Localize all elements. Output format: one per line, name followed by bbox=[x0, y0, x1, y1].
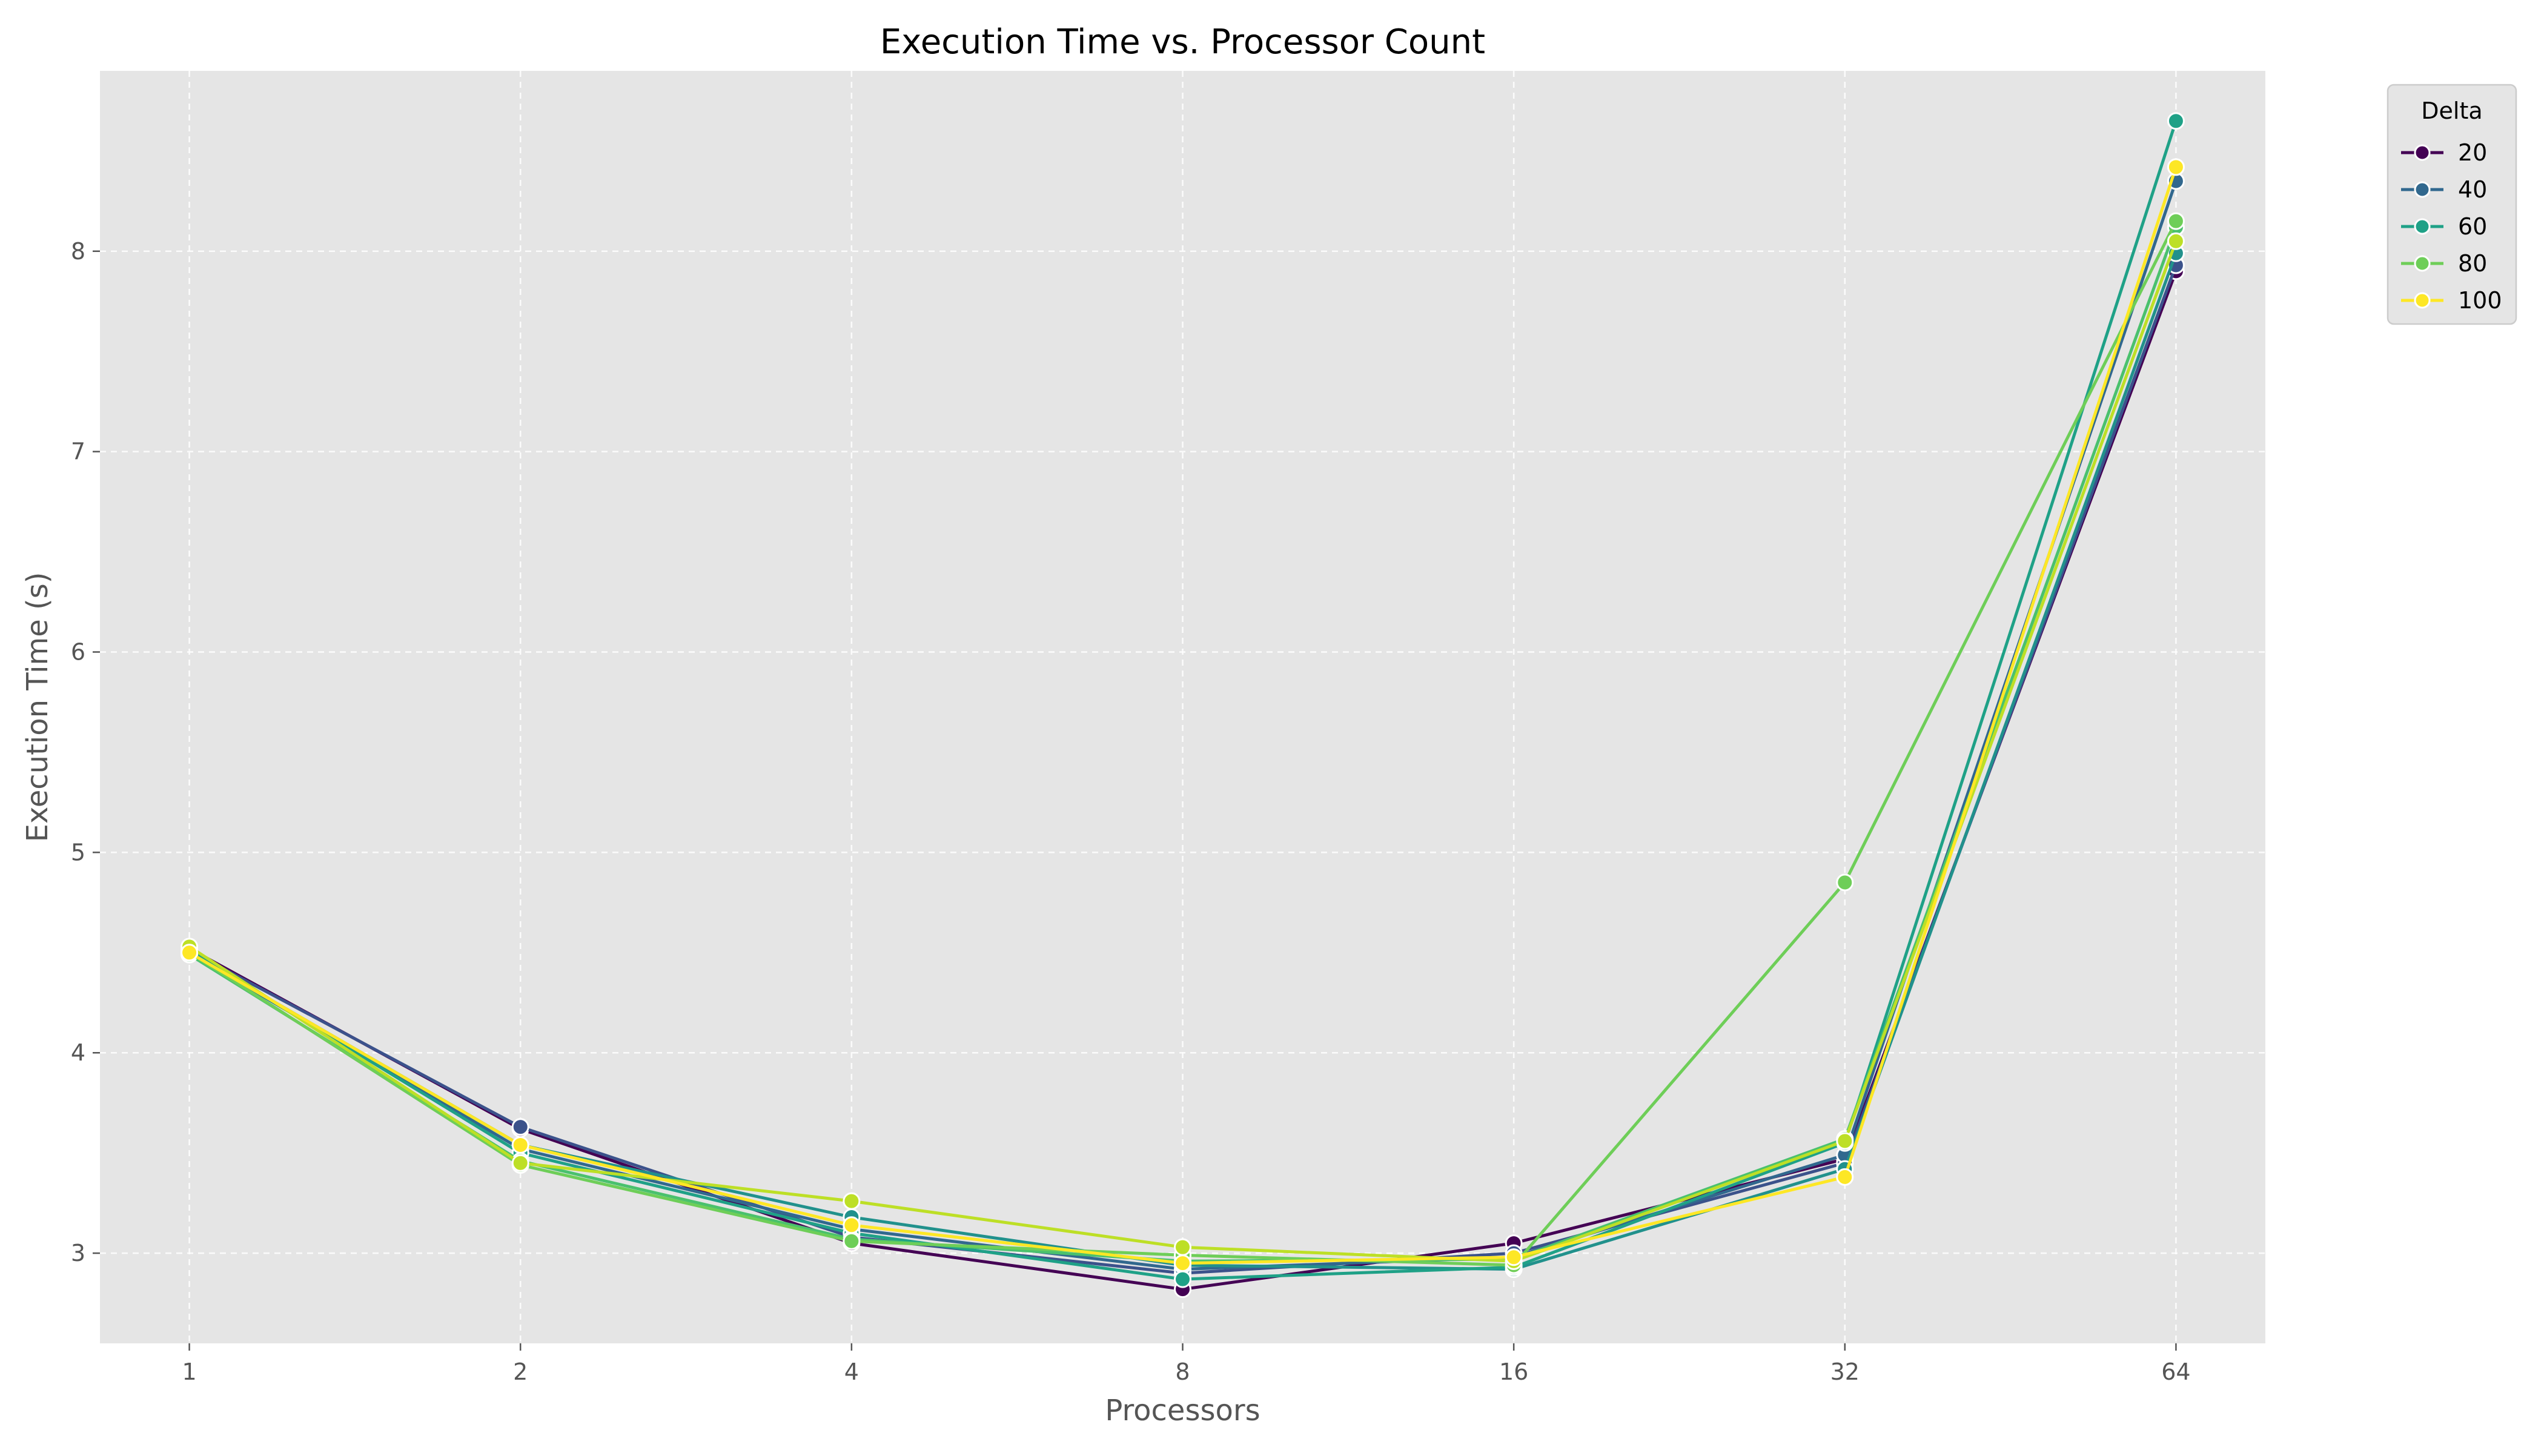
data-point bbox=[1174, 1254, 1191, 1272]
x-tick-label: 8 bbox=[1175, 1358, 1190, 1385]
series-layer bbox=[181, 112, 2185, 1299]
x-tick-label: 4 bbox=[844, 1358, 859, 1385]
legend: Delta 20 40 60 80 100 bbox=[2387, 84, 2517, 325]
x-tick-label: 1 bbox=[182, 1358, 196, 1385]
data-point bbox=[843, 1216, 861, 1234]
y-tick-label: 7 bbox=[71, 438, 85, 465]
data-point bbox=[2167, 232, 2185, 250]
y-axis-label: Execution Time (s) bbox=[21, 572, 55, 842]
data-point bbox=[843, 1232, 861, 1250]
data-point bbox=[2167, 158, 2185, 176]
x-axis-label: Processors bbox=[1105, 1394, 1260, 1428]
data-point bbox=[1836, 873, 1854, 892]
y-tick-label: 8 bbox=[71, 238, 85, 265]
legend-swatch-marker bbox=[2414, 181, 2431, 198]
y-tick-label: 5 bbox=[71, 839, 85, 865]
grid-lines bbox=[100, 71, 2265, 1343]
data-point bbox=[2167, 212, 2185, 230]
x-tick-label: 64 bbox=[2161, 1358, 2190, 1385]
series-100 bbox=[181, 158, 2185, 1272]
x-tick-label: 2 bbox=[513, 1358, 528, 1385]
data-point bbox=[1836, 1132, 1854, 1150]
data-point bbox=[1174, 1238, 1191, 1256]
legend-entry-label: 60 bbox=[2458, 213, 2487, 240]
y-tick-label: 6 bbox=[71, 639, 85, 666]
data-point bbox=[1174, 1270, 1191, 1288]
x-tick-label: 16 bbox=[1499, 1358, 1528, 1385]
legend-swatch-marker bbox=[2414, 292, 2431, 309]
legend-entry-label: 40 bbox=[2458, 176, 2487, 203]
legend-entry-label: 20 bbox=[2458, 139, 2487, 166]
y-tick-label: 3 bbox=[71, 1240, 85, 1266]
legend-entry-label: 80 bbox=[2458, 250, 2487, 277]
data-point bbox=[511, 1154, 529, 1172]
data-point bbox=[511, 1136, 529, 1154]
data-point bbox=[181, 944, 199, 962]
legend-title: Delta bbox=[2421, 98, 2482, 124]
x-tick-label: 32 bbox=[1830, 1358, 1860, 1385]
chart-title: Execution Time vs. Processor Count bbox=[880, 22, 1485, 62]
data-point bbox=[1836, 1168, 1854, 1186]
data-point bbox=[511, 1118, 529, 1136]
legend-swatch-marker bbox=[2414, 255, 2431, 272]
data-point bbox=[843, 1192, 861, 1210]
legend-swatch-marker bbox=[2414, 218, 2431, 235]
axes: 1 2 4 8 16 32 64 3 4 5 6 7 8 bbox=[71, 238, 2191, 1385]
legend-entry-label: 100 bbox=[2458, 287, 2502, 314]
legend-swatch-marker bbox=[2414, 144, 2431, 161]
data-point bbox=[1505, 1248, 1523, 1266]
data-point bbox=[2167, 112, 2185, 130]
y-tick-label: 4 bbox=[71, 1039, 85, 1066]
